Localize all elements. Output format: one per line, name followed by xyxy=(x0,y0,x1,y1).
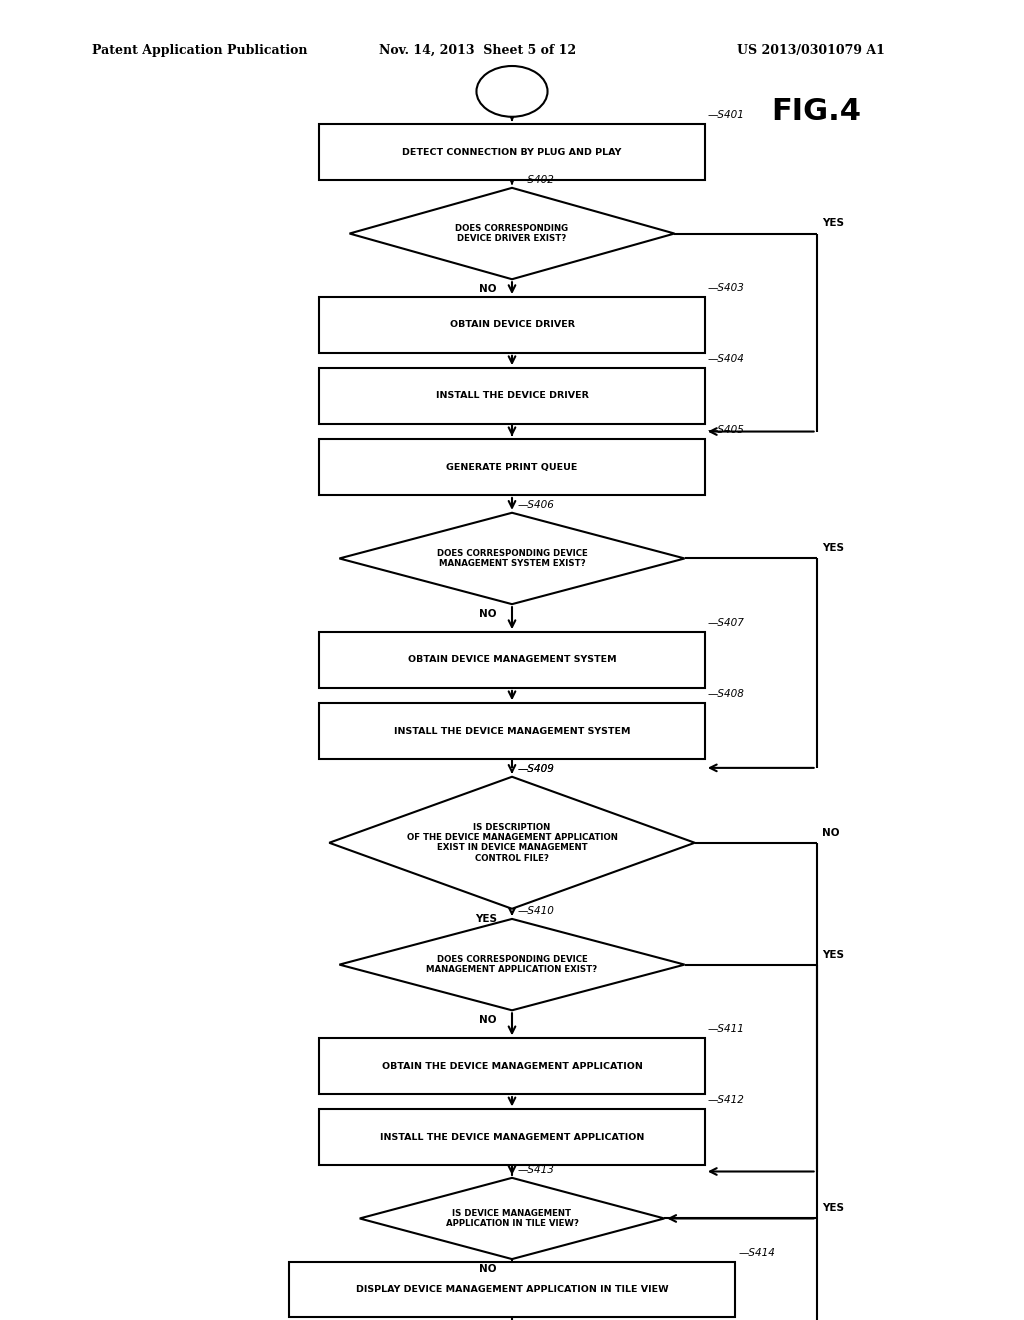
Text: NO: NO xyxy=(479,610,497,619)
Bar xyxy=(319,1109,705,1166)
Text: —S412: —S412 xyxy=(708,1096,744,1105)
Text: DOES CORRESPONDING DEVICE
MANAGEMENT APPLICATION EXIST?: DOES CORRESPONDING DEVICE MANAGEMENT APP… xyxy=(426,954,598,974)
Bar xyxy=(289,1262,735,1317)
Text: —S406: —S406 xyxy=(517,500,554,510)
Text: —S414: —S414 xyxy=(738,1247,775,1258)
Text: NO: NO xyxy=(821,828,840,838)
Bar xyxy=(319,297,705,352)
Polygon shape xyxy=(359,1177,665,1259)
Text: —S401: —S401 xyxy=(708,111,744,120)
Text: OBTAIN DEVICE MANAGEMENT SYSTEM: OBTAIN DEVICE MANAGEMENT SYSTEM xyxy=(408,656,616,664)
Bar xyxy=(319,632,705,688)
Text: IS DEVICE MANAGEMENT
APPLICATION IN TILE VIEW?: IS DEVICE MANAGEMENT APPLICATION IN TILE… xyxy=(445,1209,579,1228)
Bar xyxy=(319,704,705,759)
Text: —S405: —S405 xyxy=(708,425,744,436)
Text: NO: NO xyxy=(479,284,497,294)
Text: US 2013/0301079 A1: US 2013/0301079 A1 xyxy=(737,44,885,57)
Text: —S402: —S402 xyxy=(517,174,554,185)
Text: DISPLAY DEVICE MANAGEMENT APPLICATION IN TILE VIEW: DISPLAY DEVICE MANAGEMENT APPLICATION IN… xyxy=(355,1286,669,1294)
Text: YES: YES xyxy=(821,949,844,960)
Ellipse shape xyxy=(476,66,548,116)
Text: IS DESCRIPTION
OF THE DEVICE MANAGEMENT APPLICATION
EXIST IN DEVICE MANAGEMENT
C: IS DESCRIPTION OF THE DEVICE MANAGEMENT … xyxy=(407,822,617,863)
Text: NO: NO xyxy=(479,1015,497,1026)
Polygon shape xyxy=(349,187,675,280)
Text: YES: YES xyxy=(475,913,497,924)
Text: GENERATE PRINT QUEUE: GENERATE PRINT QUEUE xyxy=(446,462,578,471)
Text: —S413: —S413 xyxy=(517,1164,554,1175)
Polygon shape xyxy=(339,919,685,1010)
Text: —S409: —S409 xyxy=(517,764,554,774)
Text: DOES CORRESPONDING DEVICE
MANAGEMENT SYSTEM EXIST?: DOES CORRESPONDING DEVICE MANAGEMENT SYS… xyxy=(436,549,588,568)
Text: OBTAIN DEVICE DRIVER: OBTAIN DEVICE DRIVER xyxy=(450,321,574,330)
Text: —S407: —S407 xyxy=(708,618,744,628)
Text: DETECT CONNECTION BY PLUG AND PLAY: DETECT CONNECTION BY PLUG AND PLAY xyxy=(402,148,622,157)
Bar xyxy=(319,124,705,181)
Text: YES: YES xyxy=(821,544,844,553)
Text: DOES CORRESPONDING
DEVICE DRIVER EXIST?: DOES CORRESPONDING DEVICE DRIVER EXIST? xyxy=(456,224,568,243)
Text: FIG.4: FIG.4 xyxy=(772,98,861,127)
Text: INSTALL THE DEVICE DRIVER: INSTALL THE DEVICE DRIVER xyxy=(435,392,589,400)
Text: —S410: —S410 xyxy=(517,906,554,916)
Text: —S404: —S404 xyxy=(708,354,744,364)
Bar xyxy=(319,1039,705,1094)
Text: —S411: —S411 xyxy=(708,1024,744,1034)
Text: —S408: —S408 xyxy=(708,689,744,700)
Text: —S409: —S409 xyxy=(517,764,554,774)
Text: INSTALL THE DEVICE MANAGEMENT APPLICATION: INSTALL THE DEVICE MANAGEMENT APPLICATIO… xyxy=(380,1133,644,1142)
Polygon shape xyxy=(339,512,685,605)
Text: —S403: —S403 xyxy=(708,282,744,293)
Text: NO: NO xyxy=(479,1265,497,1274)
Text: Patent Application Publication: Patent Application Publication xyxy=(92,44,307,57)
Text: Nov. 14, 2013  Sheet 5 of 12: Nov. 14, 2013 Sheet 5 of 12 xyxy=(379,44,577,57)
Polygon shape xyxy=(330,776,694,908)
Text: YES: YES xyxy=(821,219,844,228)
Text: YES: YES xyxy=(821,1204,844,1213)
Text: OBTAIN THE DEVICE MANAGEMENT APPLICATION: OBTAIN THE DEVICE MANAGEMENT APPLICATION xyxy=(382,1061,642,1071)
Bar xyxy=(319,440,705,495)
Bar xyxy=(319,368,705,424)
Text: INSTALL THE DEVICE MANAGEMENT SYSTEM: INSTALL THE DEVICE MANAGEMENT SYSTEM xyxy=(394,726,630,735)
